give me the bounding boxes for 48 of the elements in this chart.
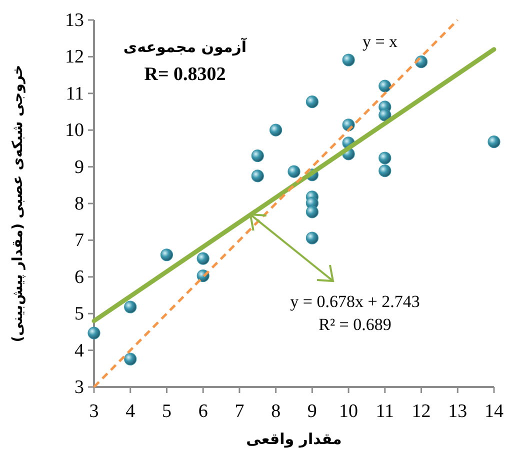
y-tick-label: 3 bbox=[74, 377, 84, 398]
point bbox=[306, 96, 318, 108]
point bbox=[288, 165, 300, 178]
text: آزمون مجموعه‌ی bbox=[123, 37, 248, 56]
annotation: R² = 0.689 bbox=[318, 315, 392, 334]
x-tick-label: 13 bbox=[448, 401, 468, 422]
x-tick-label: 11 bbox=[376, 401, 394, 422]
point bbox=[124, 300, 137, 314]
point bbox=[160, 248, 174, 262]
x-tick-label: 4 bbox=[126, 401, 136, 422]
point bbox=[378, 108, 392, 122]
point bbox=[251, 149, 264, 162]
x-axis-title: مقدار واقعی bbox=[246, 430, 342, 448]
point bbox=[124, 352, 137, 366]
y-tick-label: 11 bbox=[66, 83, 84, 104]
y-axis-title: خروجی شبکه‌ی عصبی (مقدار پیش‌بینی) bbox=[10, 64, 26, 342]
y-tick-label: 5 bbox=[74, 304, 84, 325]
y-tick-label: 8 bbox=[74, 194, 84, 214]
x-tick-label: 3 bbox=[89, 401, 99, 422]
point bbox=[306, 232, 318, 244]
point bbox=[251, 170, 264, 182]
text: R= 0.8302 bbox=[144, 64, 226, 85]
point bbox=[270, 124, 282, 136]
point bbox=[196, 252, 210, 265]
x-tick-label: 9 bbox=[307, 401, 317, 422]
x-tick-label: 12 bbox=[412, 401, 431, 422]
x-tick-label: 14 bbox=[484, 401, 504, 422]
point bbox=[342, 54, 355, 66]
y-tick-label: 12 bbox=[65, 46, 84, 68]
y-tick-label: 4 bbox=[74, 340, 84, 362]
y-tick-label: 7 bbox=[74, 230, 84, 252]
x-tick-label: 10 bbox=[339, 401, 358, 422]
x-tick-label: 7 bbox=[234, 401, 244, 422]
point bbox=[378, 152, 392, 164]
annotation: y = x bbox=[362, 32, 398, 51]
y-tick-label: 10 bbox=[65, 120, 84, 142]
y-tick-label: 6 bbox=[74, 266, 84, 288]
y-tick-label: 13 bbox=[65, 10, 84, 31]
point bbox=[88, 326, 100, 340]
x-tick-label: 6 bbox=[198, 401, 208, 422]
x-tick-label: 5 bbox=[162, 401, 172, 422]
annotation: y = 0.678x + 2.743 bbox=[290, 292, 420, 311]
point bbox=[378, 164, 392, 178]
y-tick-label: 9 bbox=[74, 156, 84, 178]
x-tick-label: 8 bbox=[271, 401, 281, 422]
point bbox=[306, 206, 318, 218]
point bbox=[488, 136, 500, 148]
point bbox=[378, 80, 392, 92]
